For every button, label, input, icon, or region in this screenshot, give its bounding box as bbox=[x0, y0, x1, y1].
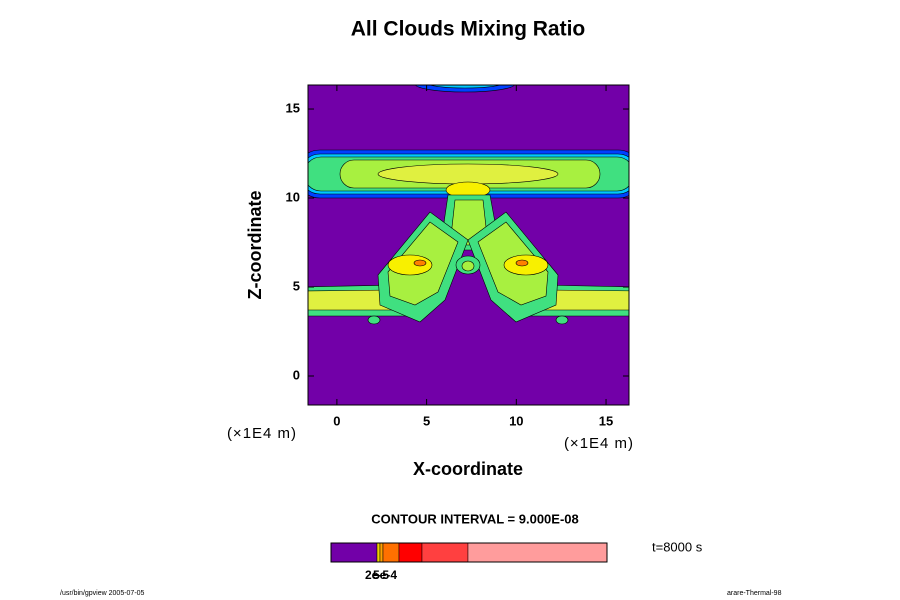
x-axis-label: X-coordinate bbox=[413, 459, 523, 479]
contour-fill bbox=[555, 315, 569, 325]
colorbar-segment bbox=[421, 542, 469, 563]
contour-fill bbox=[461, 260, 475, 272]
contour-fill bbox=[413, 259, 427, 267]
contour-fill bbox=[415, 85, 515, 93]
y-tick-label: 5 bbox=[293, 278, 300, 293]
contour-fill bbox=[377, 163, 559, 185]
contour-field bbox=[308, 85, 629, 325]
colorbar-segment bbox=[376, 542, 381, 563]
colorbar-segment bbox=[379, 542, 384, 563]
y-tick-label: 10 bbox=[286, 189, 300, 204]
colorbar-segment bbox=[382, 542, 400, 563]
colorbar-segment bbox=[330, 542, 378, 563]
footer-right: arare-Thermal-98 bbox=[727, 590, 782, 597]
colorbar-frame bbox=[330, 542, 608, 563]
x-tick-label: 0 bbox=[333, 413, 340, 428]
contour-fill bbox=[429, 85, 501, 89]
x-unit-label: (×1E4 m) bbox=[564, 435, 634, 452]
footer-left: /usr/bin/gpview 2005-07-05 bbox=[60, 590, 145, 597]
plot-frame bbox=[307, 84, 630, 406]
colorbar-segment bbox=[398, 542, 423, 563]
y-axis-label: Z-coordinate bbox=[245, 190, 265, 299]
time-label: t=8000 s bbox=[652, 539, 703, 554]
x-tick-label: 15 bbox=[599, 413, 613, 428]
chart-title: All Clouds Mixing Ratio bbox=[351, 18, 586, 41]
x-tick-label: 5 bbox=[423, 413, 430, 428]
contour-fill bbox=[515, 259, 529, 267]
contour-interval: CONTOUR INTERVAL = 9.000E-08 bbox=[371, 511, 578, 526]
y-unit-label: (×1E4 m) bbox=[227, 425, 297, 442]
colorbar-segment bbox=[467, 542, 608, 563]
colorbar bbox=[330, 542, 608, 563]
y-tick-label: 0 bbox=[293, 367, 300, 382]
colorbar-label: 5e-4 bbox=[373, 568, 397, 582]
colorbar-label: 2e-5 bbox=[365, 568, 389, 582]
x-tick-label: 10 bbox=[509, 413, 523, 428]
y-tick-label: 15 bbox=[286, 100, 300, 115]
contour-fill bbox=[367, 315, 381, 325]
